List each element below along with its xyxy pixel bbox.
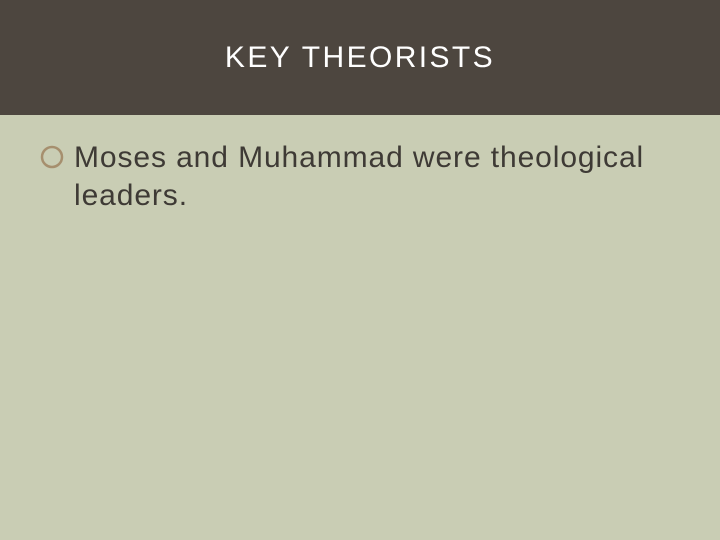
bullet-text: Moses and Muhammad were theological lead…: [74, 139, 680, 214]
circle-bullet-icon: [40, 145, 64, 174]
list-item: Moses and Muhammad were theological lead…: [40, 139, 680, 214]
slide-body: Moses and Muhammad were theological lead…: [0, 115, 720, 540]
slide-title: KEY THEORISTS: [225, 41, 495, 75]
slide-header: KEY THEORISTS: [0, 0, 720, 115]
slide: KEY THEORISTS Moses and Muhammad were th…: [0, 0, 720, 540]
